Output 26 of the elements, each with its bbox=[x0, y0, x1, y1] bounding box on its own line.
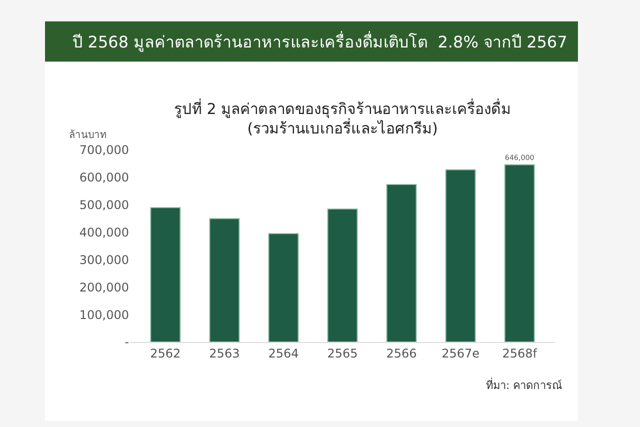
y-tick-label: 700,000 bbox=[79, 143, 129, 158]
bar bbox=[150, 207, 181, 342]
bar bbox=[268, 233, 299, 342]
x-tick-label: 2568f bbox=[502, 346, 538, 360]
x-tick-label: 2566 bbox=[386, 346, 417, 360]
y-tick-label: 400,000 bbox=[79, 225, 129, 240]
x-tick-label: 2565 bbox=[327, 346, 358, 360]
x-tick-label: 2564 bbox=[268, 346, 299, 360]
y-axis-title: ล้านบาท bbox=[69, 129, 107, 141]
chart-title: ปี 2568 มูลค่าตลาดร้านอาหารและเครื่องดื่มเติบโต 2.8% จากปี 2567 bbox=[72, 30, 568, 53]
bar bbox=[445, 169, 476, 342]
y-tick-label: - bbox=[124, 335, 129, 350]
bar bbox=[386, 184, 417, 342]
y-tick-label: 600,000 bbox=[79, 170, 129, 185]
y-tick-label: 100,000 bbox=[79, 308, 129, 322]
y-tick-label: 300,000 bbox=[79, 252, 129, 267]
chart-subtitle: รูปที่ 2 มูลค่าตลาดของธุรกิจร้านอาหารและเครื่องดื่ม (รวมร้านเบเกอรี่และไอศกรีม) bbox=[174, 98, 512, 138]
y-tick-label: 500,000 bbox=[79, 198, 129, 212]
x-tick-label: 2563 bbox=[209, 346, 240, 360]
x-tick-label: 2567e bbox=[442, 346, 480, 360]
bar bbox=[327, 208, 358, 342]
bar bbox=[504, 164, 535, 342]
y-tick-label: 200,000 bbox=[79, 280, 129, 294]
x-tick-label: 2562 bbox=[150, 346, 181, 360]
text: ที่มา: คาดการณ์ bbox=[486, 377, 562, 392]
bar bbox=[209, 218, 240, 342]
